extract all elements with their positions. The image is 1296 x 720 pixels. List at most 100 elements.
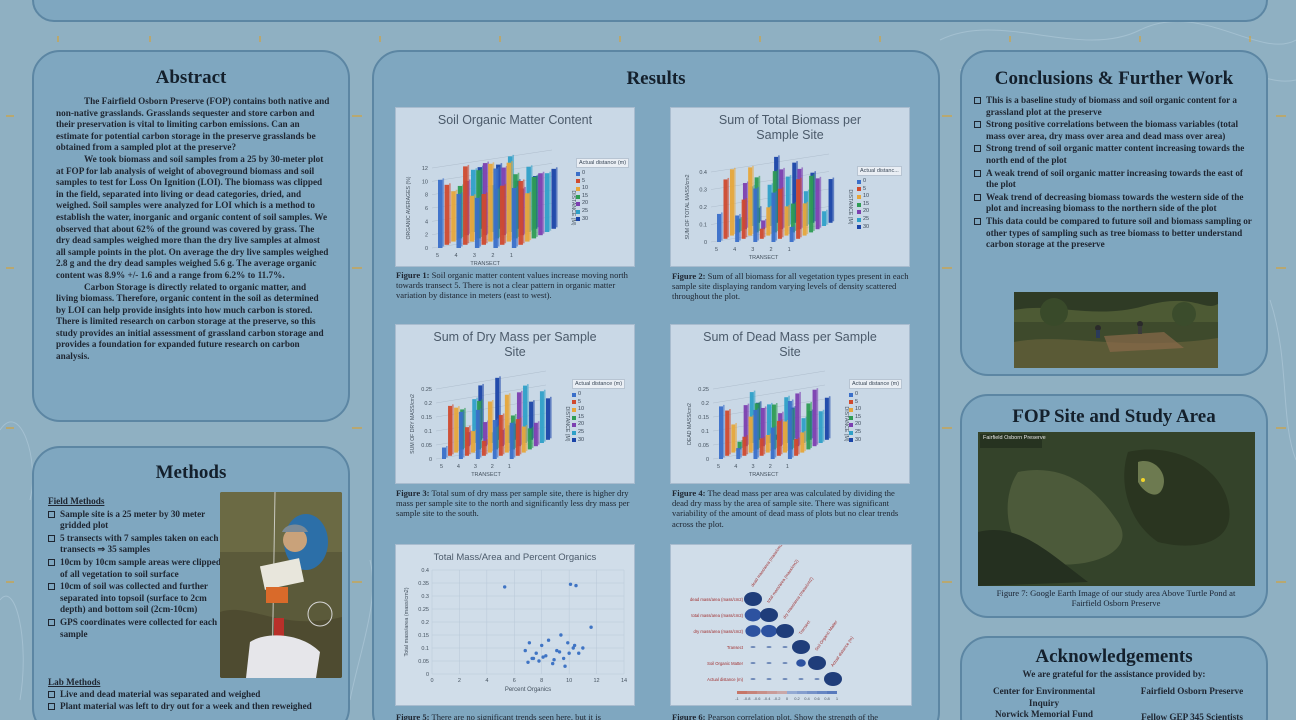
legend-swatch <box>849 400 853 405</box>
y-tick-label: 4 <box>425 219 428 225</box>
gridline <box>712 370 826 390</box>
figure-2-caption: Figure 2: Sum of all biomass for all veg… <box>672 271 912 302</box>
bar <box>828 179 833 223</box>
legend-label: 10 <box>582 185 589 192</box>
field-methods-heading: Field Methods <box>48 496 105 506</box>
bar-side <box>555 167 558 228</box>
figure-2-plot: 0 0.1 0.2 0.3 0.4 SUM OF TOTAL MASS/cm2 5 4 3 2 1 T… <box>685 153 853 261</box>
gridline <box>431 149 553 169</box>
legend-entry: 25 <box>849 429 902 437</box>
figure-2-title: Sum of Total Biomass per Sample Site <box>718 113 862 142</box>
bar <box>471 431 476 453</box>
legend-label: 20 <box>855 421 862 428</box>
figure-1-title: Soil Organic Matter Content <box>437 113 593 127</box>
bar <box>527 428 532 450</box>
bar-side <box>527 384 529 442</box>
figure-5-caption-text: There are no significant trends seen her… <box>431 712 601 720</box>
bar-side <box>758 175 761 231</box>
bar-side <box>794 202 797 231</box>
bar-side <box>513 421 516 458</box>
y-tick-label: 0.2 <box>421 620 429 626</box>
scale-segment <box>797 691 807 694</box>
bar <box>790 203 795 233</box>
bar <box>499 185 505 245</box>
ack-intro: We are grateful for the assistance provi… <box>1022 669 1206 679</box>
scatter-point <box>568 582 573 586</box>
bar-side <box>723 404 725 458</box>
bar-side <box>805 416 808 442</box>
bar <box>770 427 775 459</box>
scale-segment <box>827 691 837 694</box>
bar-side <box>468 425 471 455</box>
bar <box>448 405 453 456</box>
transect-tick-label: 1 <box>786 464 789 470</box>
bar <box>458 411 463 459</box>
y-tick-label: 0 <box>426 672 429 678</box>
gridline <box>435 384 547 404</box>
bar-side <box>481 399 483 448</box>
bar-side <box>811 409 814 439</box>
scatter-point <box>572 643 577 648</box>
conclusion-item: This data could be compared to future so… <box>974 216 1252 251</box>
bar <box>492 420 497 459</box>
bar-side <box>787 419 789 452</box>
figure-4-plot: 0 0.05 0.1 0.15 0.2 0.25 DEAD MASS/cm2 5 4 3 2 1 TRA… <box>687 370 849 478</box>
bar <box>723 179 728 239</box>
y-tick-label: 0.25 <box>421 387 432 393</box>
bar-side <box>741 440 744 448</box>
scale-tick-label: 0.6 <box>814 696 820 701</box>
bar-side <box>487 420 489 445</box>
bar <box>771 404 776 450</box>
bar <box>771 192 776 242</box>
title-banner <box>32 0 1268 22</box>
bar <box>521 426 526 453</box>
bar-side <box>479 408 482 458</box>
legend-title: Actual distanc... <box>857 166 902 176</box>
legend-swatch <box>857 225 861 230</box>
scatter-point <box>531 656 536 661</box>
legend-label: 15 <box>863 200 870 207</box>
bar <box>741 199 746 239</box>
legend-swatch <box>857 187 861 192</box>
legend-entry: 30 <box>572 437 625 445</box>
correlation-ellipse <box>824 672 842 686</box>
abstract-panel: Abstract The Fairfield Osborn Preserve (… <box>32 50 350 422</box>
bar <box>531 176 537 239</box>
figure-1-chart: Soil Organic Matter Content 0 2 4 6 8 10 12 ORG… <box>395 107 635 267</box>
conclusion-item: A weak trend of soil organic matter incr… <box>974 168 1252 191</box>
bar <box>523 385 528 443</box>
bar <box>777 188 782 239</box>
bar <box>731 424 736 453</box>
bar <box>785 176 790 226</box>
bar-side <box>508 393 511 452</box>
legend-entry: 30 <box>576 216 629 224</box>
bar <box>796 179 801 239</box>
transect-tick-label: 1 <box>510 253 513 259</box>
bar <box>719 406 723 459</box>
figure-2-caption-text: Sum of all biomass for all vegetation ty… <box>672 271 909 302</box>
bar-side <box>780 419 783 455</box>
bar-side <box>746 435 748 455</box>
results-title: Results <box>626 68 686 89</box>
legend-swatch <box>572 438 576 443</box>
scatter-point <box>534 651 538 655</box>
bar-side <box>770 205 772 235</box>
bar-side <box>733 167 736 235</box>
transect-tick-label: 2 <box>769 247 772 253</box>
legend-swatch <box>572 430 576 435</box>
bar-side <box>537 421 540 445</box>
correlation-ellipse <box>796 659 806 667</box>
bar-side <box>747 403 750 445</box>
y-tick-label: 12 <box>422 166 428 172</box>
distance-axis-label: DISTANCE (M) <box>843 406 849 441</box>
y-tick-label: 0.2 <box>701 401 709 407</box>
scale-tick-label: -0.6 <box>754 696 762 701</box>
transect-tick-label: 5 <box>440 464 443 470</box>
bar-side <box>729 409 731 455</box>
scale-segment <box>757 691 767 694</box>
legend-entry: 0 <box>849 391 902 399</box>
legend-label: 20 <box>582 200 589 207</box>
figure-5-caption-label: Figure 5: <box>396 712 430 720</box>
bar-side <box>460 192 463 247</box>
bar-side <box>549 171 551 231</box>
